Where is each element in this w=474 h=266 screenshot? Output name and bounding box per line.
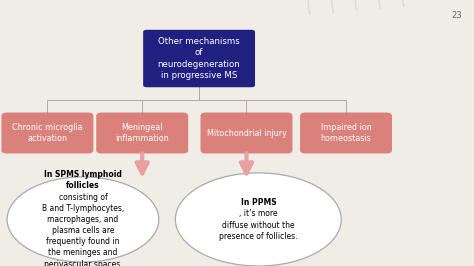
Text: Mitochondrial injury: Mitochondrial injury bbox=[207, 128, 286, 138]
Text: follicles: follicles bbox=[66, 181, 100, 190]
Text: consisting of: consisting of bbox=[59, 193, 107, 202]
Circle shape bbox=[7, 177, 159, 262]
FancyBboxPatch shape bbox=[1, 113, 93, 153]
Text: plasma cells are: plasma cells are bbox=[52, 226, 114, 235]
Text: macrophages, and: macrophages, and bbox=[47, 215, 118, 224]
Text: B and T-lymphocytes,: B and T-lymphocytes, bbox=[42, 204, 124, 213]
Text: 23: 23 bbox=[452, 11, 462, 20]
Text: diffuse without the: diffuse without the bbox=[222, 221, 295, 230]
Text: In SPMS lymphoid: In SPMS lymphoid bbox=[44, 170, 122, 179]
FancyBboxPatch shape bbox=[300, 113, 392, 153]
Text: In PPMS: In PPMS bbox=[240, 198, 276, 207]
Text: the meninges and: the meninges and bbox=[48, 248, 118, 257]
FancyBboxPatch shape bbox=[96, 113, 188, 153]
FancyBboxPatch shape bbox=[201, 113, 292, 153]
Text: Other mechanisms
of
neurodegeneration
in progressive MS: Other mechanisms of neurodegeneration in… bbox=[158, 37, 240, 80]
Text: presence of follicles.: presence of follicles. bbox=[219, 232, 298, 241]
Text: , it’s more: , it’s more bbox=[239, 209, 278, 218]
Text: perivascular spaces.: perivascular spaces. bbox=[44, 260, 122, 266]
Text: Chronic microglia
activation: Chronic microglia activation bbox=[12, 123, 83, 143]
Circle shape bbox=[175, 173, 341, 266]
Text: Meningeal
inflammation: Meningeal inflammation bbox=[115, 123, 169, 143]
FancyBboxPatch shape bbox=[143, 30, 255, 87]
Text: Impaired ion
homeostasis: Impaired ion homeostasis bbox=[320, 123, 372, 143]
Text: frequently found in: frequently found in bbox=[46, 237, 120, 246]
